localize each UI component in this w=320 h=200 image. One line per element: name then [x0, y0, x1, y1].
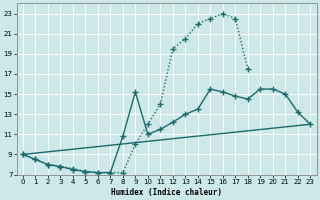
X-axis label: Humidex (Indice chaleur): Humidex (Indice chaleur)	[111, 188, 222, 197]
